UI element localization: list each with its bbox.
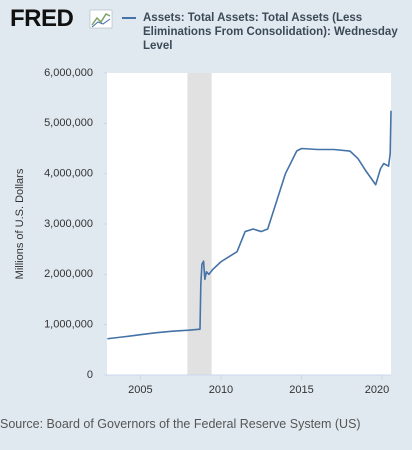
x-tick-label: 2005 bbox=[128, 384, 152, 396]
x-tick-label: 2010 bbox=[209, 384, 233, 396]
logo: FRED bbox=[10, 5, 74, 32]
y-tick-label: 5,000,000 bbox=[44, 117, 93, 129]
source: Source: Board of Governors of the Federa… bbox=[0, 417, 361, 431]
y-tick-label: 0 bbox=[87, 369, 93, 381]
plot-area bbox=[107, 73, 391, 375]
series-line bbox=[107, 110, 392, 340]
chart: Millions of U.S. Dollars 0 1,000,000 2,000… bbox=[14, 9, 392, 396]
x-tick-label: 2015 bbox=[289, 384, 313, 396]
x-tick-label: 2020 bbox=[365, 384, 389, 396]
y-tick-label: 4,000,000 bbox=[44, 168, 93, 180]
y-axis-label: Millions of U.S. Dollars bbox=[14, 168, 26, 279]
y-tick-label: 6,000,000 bbox=[44, 67, 93, 79]
y-tick-label: 2,000,000 bbox=[44, 268, 93, 280]
y-tick-label: 1,000,000 bbox=[44, 319, 93, 331]
logo-icon bbox=[89, 9, 113, 29]
y-tick-label: 3,000,000 bbox=[44, 218, 93, 230]
legend-entry: Assets: Total Assets: Total Assets (Less… bbox=[143, 12, 398, 52]
